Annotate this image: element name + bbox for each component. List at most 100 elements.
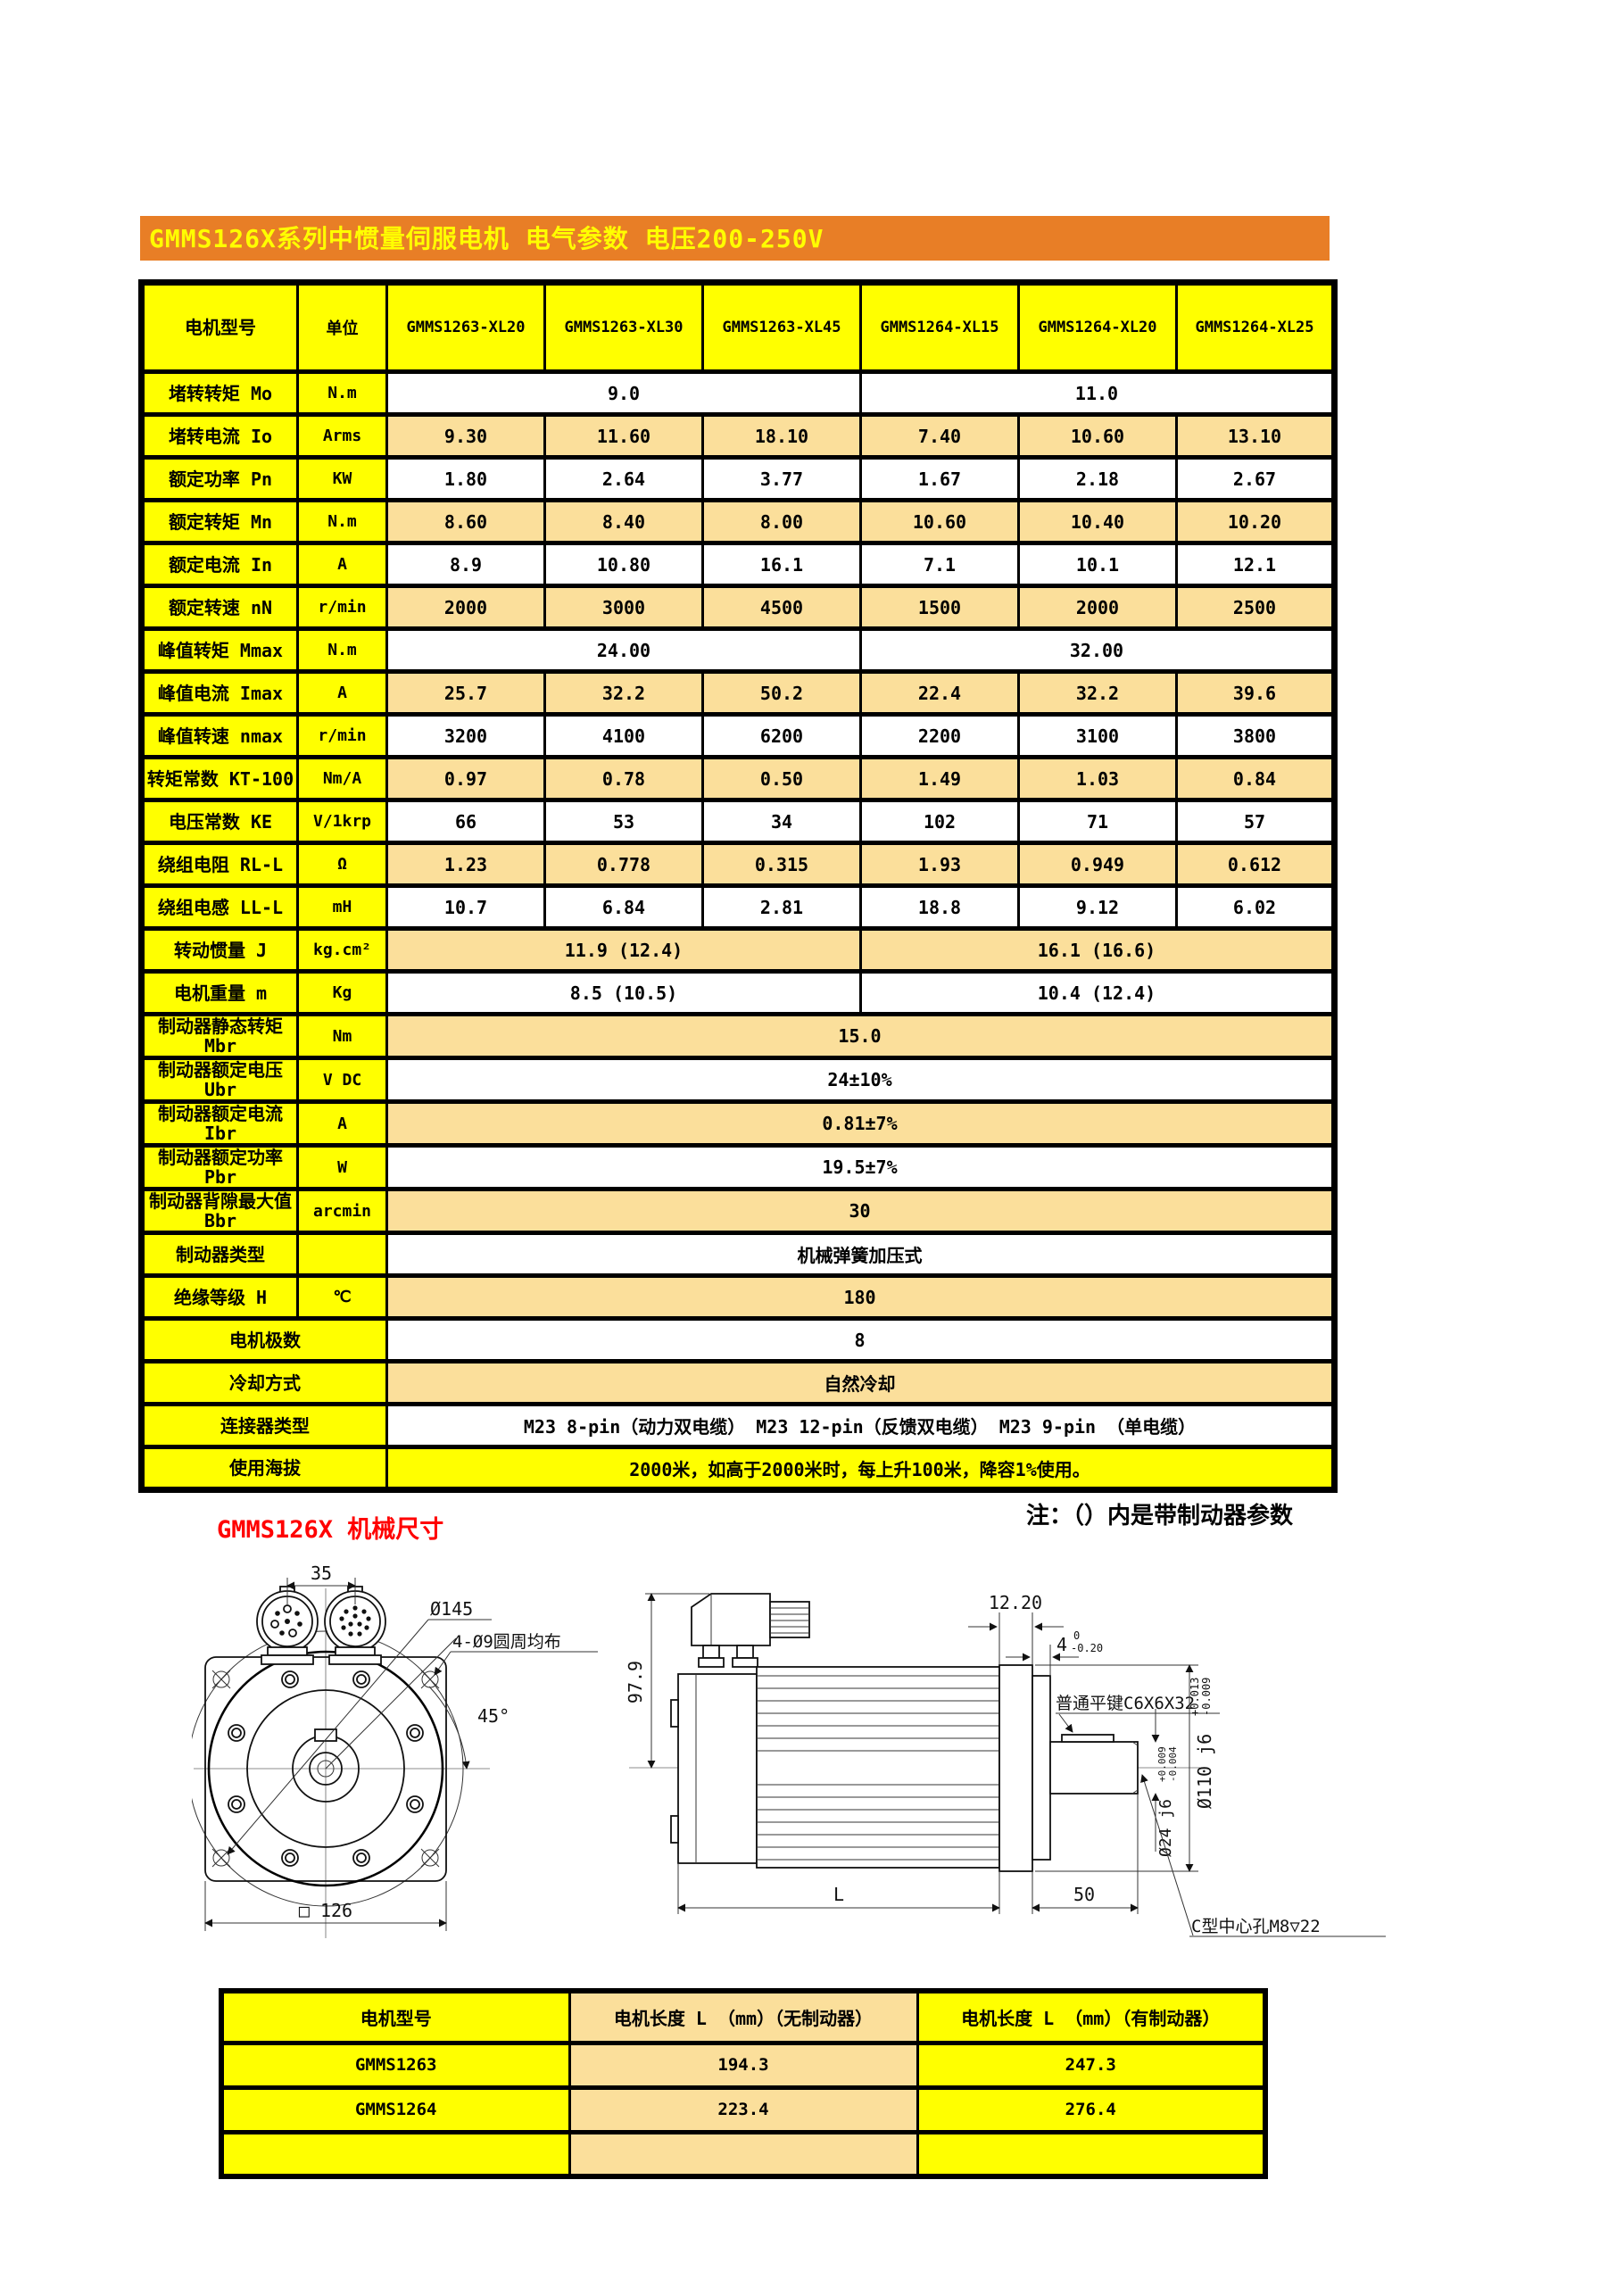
row-unit: N.m — [296, 626, 388, 674]
value-cell: 1.49 — [859, 755, 1020, 802]
value-cell: 2.67 — [1175, 455, 1336, 502]
value-cell: 11.60 — [543, 412, 704, 460]
value-cell: 2000 — [385, 584, 546, 631]
row-unit: mH — [296, 883, 388, 931]
length-cell: 194.3 — [568, 2040, 919, 2090]
value-cell: 0.612 — [1175, 841, 1336, 888]
dia110-label: Ø110 j6 — [1194, 1734, 1215, 1809]
brake-note: 注：（）内是带制动器参数 — [1026, 1503, 1294, 1529]
row-label: 绝缘等级 H — [140, 1273, 299, 1321]
row-unit — [296, 1231, 388, 1278]
flange-outline — [204, 1656, 447, 1882]
row-label: 电机极数 — [140, 1316, 388, 1364]
angle-callout: 45° — [325, 1637, 510, 1770]
value-cell: 39.6 — [1175, 669, 1336, 717]
value-cell: 1.93 — [859, 841, 1020, 888]
length-cell — [220, 2129, 571, 2179]
value-cell: 32.00 — [859, 626, 1336, 674]
value-cell: 7.1 — [859, 541, 1020, 588]
value-cell: 3800 — [1175, 712, 1336, 759]
dia110-tol-upper: +0.013 — [1189, 1678, 1201, 1716]
value-cell: 1500 — [859, 584, 1020, 631]
value-cell: 3.77 — [701, 455, 862, 502]
row-unit: Nm/A — [296, 755, 388, 802]
value-cell: 2000 — [1017, 584, 1178, 631]
dim-50: 50 — [1032, 1794, 1139, 1914]
value-cell: 1.67 — [859, 455, 1020, 502]
dim-126-label: □ 126 — [299, 1900, 352, 1921]
row-label: 绕组电感 LL-L — [140, 883, 299, 931]
value-cell: 10.40 — [1017, 498, 1178, 545]
value-cell: 34 — [701, 798, 862, 845]
value-cell: 15.0 — [385, 1012, 1336, 1060]
value-cell: 2.18 — [1017, 455, 1178, 502]
length-table-head: 电机型号 电机长度 L （mm）（无制动器） 电机长度 L （mm）（有制动器） — [220, 1988, 1267, 2045]
value-cell: 16.1 — [701, 541, 862, 588]
value-cell: 10.60 — [1017, 412, 1178, 460]
value-cell: 57 — [1175, 798, 1336, 845]
spec-header-unit: 单位 — [296, 280, 388, 374]
row-label: 堵转电流 Io — [140, 412, 299, 460]
value-cell: 2.64 — [543, 455, 704, 502]
power-connector — [256, 1586, 319, 1665]
dia145-label: Ø145 — [430, 1598, 473, 1620]
spec-table-body: 堵转转矩 Mo N.m 9.0 11.0 堵转电流 Io Arms 9.30 11.60 18.… — [140, 369, 1336, 1492]
row-unit: r/min — [296, 584, 388, 631]
row-label: 制动器背隙最大值 Bbr — [140, 1187, 299, 1235]
value-cell: 18.8 — [859, 883, 1020, 931]
value-cell: 10.4 (12.4) — [859, 969, 1336, 1016]
dim-1220: 12.20 — [968, 1592, 1064, 1665]
row-label: 电机重量 m — [140, 969, 299, 1016]
spec-header-GMMS1264-XL25: GMMS1264-XL25 — [1175, 280, 1336, 374]
row-unit: Ω — [296, 841, 388, 888]
motor-body — [670, 1664, 1139, 1872]
row-unit: kg.cm² — [296, 926, 388, 974]
row-unit: A — [296, 541, 388, 588]
value-cell: 1.80 — [385, 455, 546, 502]
row-unit: Kg — [296, 969, 388, 1016]
value-cell: 3100 — [1017, 712, 1178, 759]
motor-fins — [757, 1675, 999, 1861]
shaft — [1049, 1741, 1139, 1795]
value-cell: 4500 — [701, 584, 862, 631]
side-view-drawing: 97.9 — [625, 1592, 1386, 1937]
value-cell: 10.80 — [543, 541, 704, 588]
dim-dia24: Ø24 j6 +0.009 -0.004 — [1151, 1709, 1179, 1857]
elbow-connector — [691, 1593, 810, 1668]
value-cell: 1.23 — [385, 841, 546, 888]
dim-pilot-4: 4 0 -0.20 — [1006, 1629, 1103, 1676]
value-cell: 0.81±7% — [385, 1099, 1336, 1148]
value-cell: 10.20 — [1175, 498, 1336, 545]
value-cell: 25.7 — [385, 669, 546, 717]
row-label: 额定功率 Pn — [140, 455, 299, 502]
row-unit: r/min — [296, 712, 388, 759]
front-view-drawing: 35 Ø145 4-Ø9圆周均布 45° □ 126 — [192, 1562, 598, 1938]
length-cell: 247.3 — [916, 2040, 1267, 2090]
row-unit: KW — [296, 455, 388, 502]
row-unit: A — [296, 1099, 388, 1148]
value-cell: 0.97 — [385, 755, 546, 802]
row-unit: A — [296, 669, 388, 717]
row-unit: W — [296, 1143, 388, 1191]
value-cell: 机械弹簧加压式 — [385, 1231, 1336, 1278]
row-label: 电压常数 KE — [140, 798, 299, 845]
row-label: 制动器额定电压 Ubr — [140, 1056, 299, 1104]
value-cell: 4100 — [543, 712, 704, 759]
value-cell: 0.778 — [543, 841, 704, 888]
value-cell: 9.0 — [385, 369, 862, 417]
value-cell: 2200 — [859, 712, 1020, 759]
length-header-2: 电机长度 L （mm）（有制动器） — [916, 1988, 1267, 2045]
value-cell: 66 — [385, 798, 546, 845]
dia24-tol-lower: -0.004 — [1167, 1746, 1179, 1782]
length-cell — [568, 2129, 919, 2179]
row-unit: ℃ — [296, 1273, 388, 1321]
length-cell: GMMS1263 — [220, 2040, 571, 2090]
value-cell: 自然冷却 — [385, 1359, 1336, 1406]
value-cell: 9.30 — [385, 412, 546, 460]
spec-header-model: 电机型号 — [140, 280, 299, 374]
value-cell: 102 — [859, 798, 1020, 845]
length-cell: GMMS1264 — [220, 2085, 571, 2134]
value-cell: 8.60 — [385, 498, 546, 545]
value-cell: 8.5 (10.5) — [385, 969, 862, 1016]
